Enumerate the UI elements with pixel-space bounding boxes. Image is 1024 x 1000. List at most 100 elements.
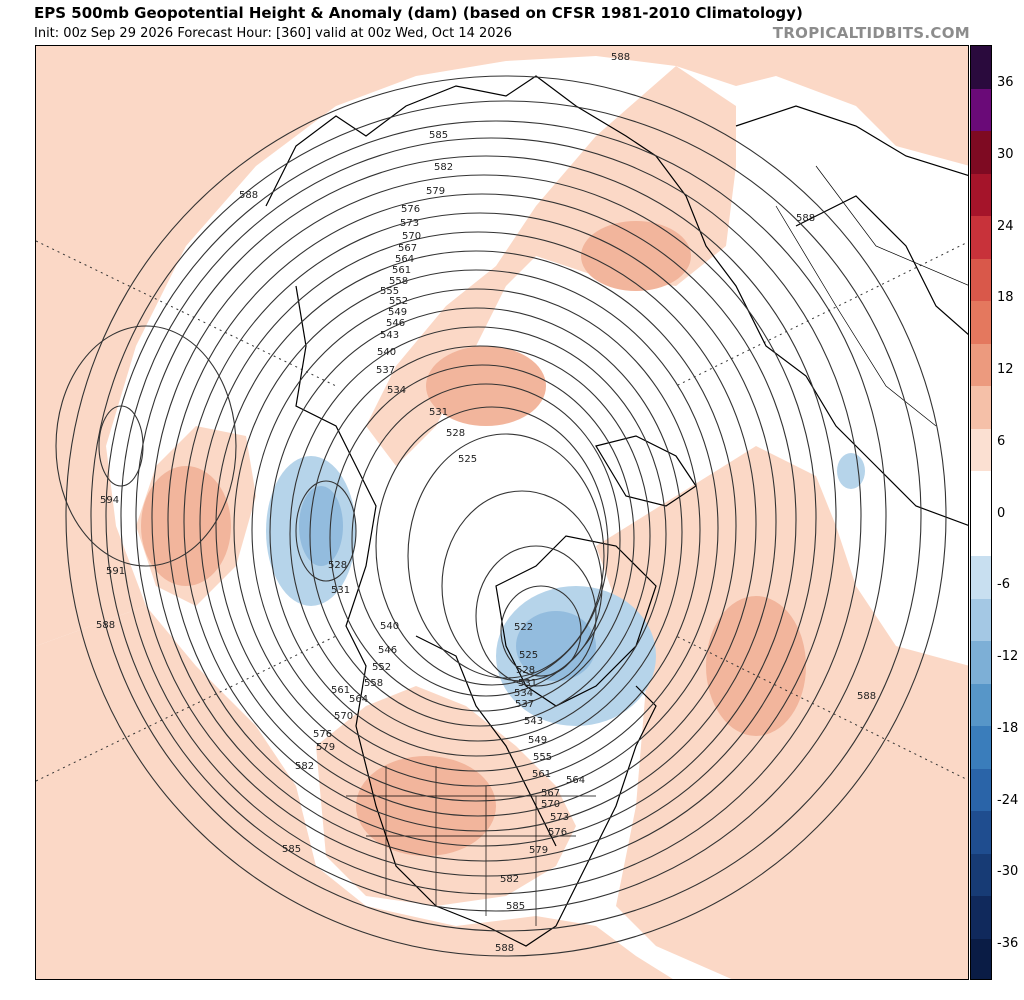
- colorbar-segment: [971, 683, 991, 726]
- colorbar-segment: [971, 513, 991, 556]
- colorbar-segment: [971, 896, 991, 939]
- colorbar-segment: [971, 811, 991, 854]
- colorbar-tick-label: -12: [997, 649, 1019, 664]
- colorbar-tick-label: -36: [997, 936, 1019, 951]
- contour-label: 522: [514, 622, 533, 633]
- contour-label: 582: [500, 874, 519, 885]
- colorbar-segment: [971, 216, 991, 259]
- colorbar-segment: [971, 641, 991, 684]
- contour-label: 534: [387, 385, 406, 396]
- contour-label: 537: [515, 699, 534, 710]
- colorbar-segment: [971, 131, 991, 174]
- contour-label: 558: [389, 276, 408, 287]
- contour-label: 585: [282, 844, 301, 855]
- brand-watermark: TROPICALTIDBITS.COM: [772, 24, 970, 42]
- colorbar-segment: [971, 46, 991, 89]
- colorbar-segment: [971, 428, 991, 471]
- colorbar-segment: [971, 386, 991, 429]
- contour-label: 534: [514, 688, 533, 699]
- contour-label: 537: [376, 365, 395, 376]
- colorbar-segment: [971, 258, 991, 301]
- contour-label: 582: [295, 761, 314, 772]
- contour-label: 576: [313, 729, 332, 740]
- contour-label: 582: [434, 162, 453, 173]
- colorbar-segment: [971, 471, 991, 514]
- contour-label: 570: [334, 711, 353, 722]
- contour-label: 585: [506, 901, 525, 912]
- colorbar-segment: [971, 343, 991, 386]
- contour-label: 570: [402, 231, 421, 242]
- colorbar-tick-label: 0: [997, 505, 1006, 521]
- positive-anomaly-core: [141, 221, 806, 856]
- contour-label: 576: [548, 827, 567, 838]
- contour-label: 525: [519, 650, 538, 661]
- contour-label: 528: [516, 665, 535, 676]
- contour-label: 531: [429, 407, 448, 418]
- contour-label: 591: [106, 566, 125, 577]
- contour-label: 588: [857, 691, 876, 702]
- contour-label: 588: [96, 620, 115, 631]
- colorbar-tick-label: 6: [997, 433, 1006, 449]
- colorbar-segment: [971, 726, 991, 769]
- contour-label: 531: [331, 585, 350, 596]
- colorbar-tick-label: 30: [997, 146, 1014, 162]
- colorbar-tick-label: 18: [997, 290, 1014, 306]
- anomaly-colorbar: [970, 45, 992, 980]
- contour-label: 564: [566, 775, 585, 786]
- contour-label: 561: [392, 265, 411, 276]
- height-contours: [55, 75, 947, 957]
- contour-label: 585: [429, 130, 448, 141]
- colorbar-tick-label: -6: [997, 577, 1010, 593]
- contour-label: 561: [331, 685, 350, 696]
- contour-label: 549: [388, 307, 407, 318]
- chart-title: EPS 500mb Geopotential Height & Anomaly …: [34, 4, 803, 22]
- colorbar-tick-label: 12: [997, 362, 1014, 377]
- contour-label: 543: [380, 330, 399, 341]
- contour-label: 528: [446, 428, 465, 439]
- colorbar-tick-label: 24: [997, 218, 1014, 234]
- colorbar-segment: [971, 173, 991, 216]
- contour-label: 573: [400, 218, 419, 229]
- contour-label: 567: [541, 788, 560, 799]
- map-canvas: 588 585 582 579 576 573 570 567 564 561 …: [36, 46, 968, 979]
- contour-label: 555: [380, 286, 399, 297]
- contour-label: 588: [495, 943, 514, 954]
- contour-label: 555: [533, 752, 552, 763]
- contour-label: 552: [389, 296, 408, 307]
- contour-label: 567: [398, 243, 417, 254]
- contour-label: 561: [532, 769, 551, 780]
- colorbar-segment: [971, 853, 991, 896]
- contour-label: 588: [239, 190, 258, 201]
- contour-label: 546: [386, 318, 405, 329]
- colorbar-segment: [971, 556, 991, 599]
- colorbar-tick-label: 36: [997, 75, 1014, 90]
- colorbar-segment: [971, 598, 991, 641]
- contour-label: 588: [611, 52, 630, 63]
- contour-label: 525: [458, 454, 477, 465]
- contour-label: 549: [528, 735, 547, 746]
- contour-label: 579: [529, 845, 548, 856]
- contour-label: 531: [518, 678, 537, 689]
- contour-label: 552: [372, 662, 391, 673]
- chart-subtitle: Init: 00z Sep 29 2026 Forecast Hour: [36…: [34, 26, 513, 41]
- contour-label: 564: [395, 254, 414, 265]
- colorbar-segment: [971, 88, 991, 131]
- colorbar-tick-label: -30: [997, 864, 1019, 880]
- contour-label: 540: [377, 347, 396, 358]
- contour-label: 573: [550, 812, 569, 823]
- contour-label: 579: [316, 742, 335, 753]
- contour-label: 588: [796, 213, 815, 224]
- contour-label: 570: [541, 799, 560, 810]
- colorbar-tick-label: -24: [997, 792, 1019, 808]
- height-anomaly-map: 588 585 582 579 576 573 570 567 564 561 …: [35, 45, 969, 980]
- contour-label: 546: [378, 645, 397, 656]
- colorbar-segment: [971, 938, 991, 979]
- contour-label: 594: [100, 495, 119, 506]
- colorbar-tick-label: -18: [997, 720, 1019, 736]
- contour-label: 558: [364, 678, 383, 689]
- colorbar-segment: [971, 301, 991, 344]
- colorbar-segment: [971, 768, 991, 811]
- contour-label: 543: [524, 716, 543, 727]
- contour-label: 564: [349, 694, 368, 705]
- contour-label: 528: [328, 560, 347, 571]
